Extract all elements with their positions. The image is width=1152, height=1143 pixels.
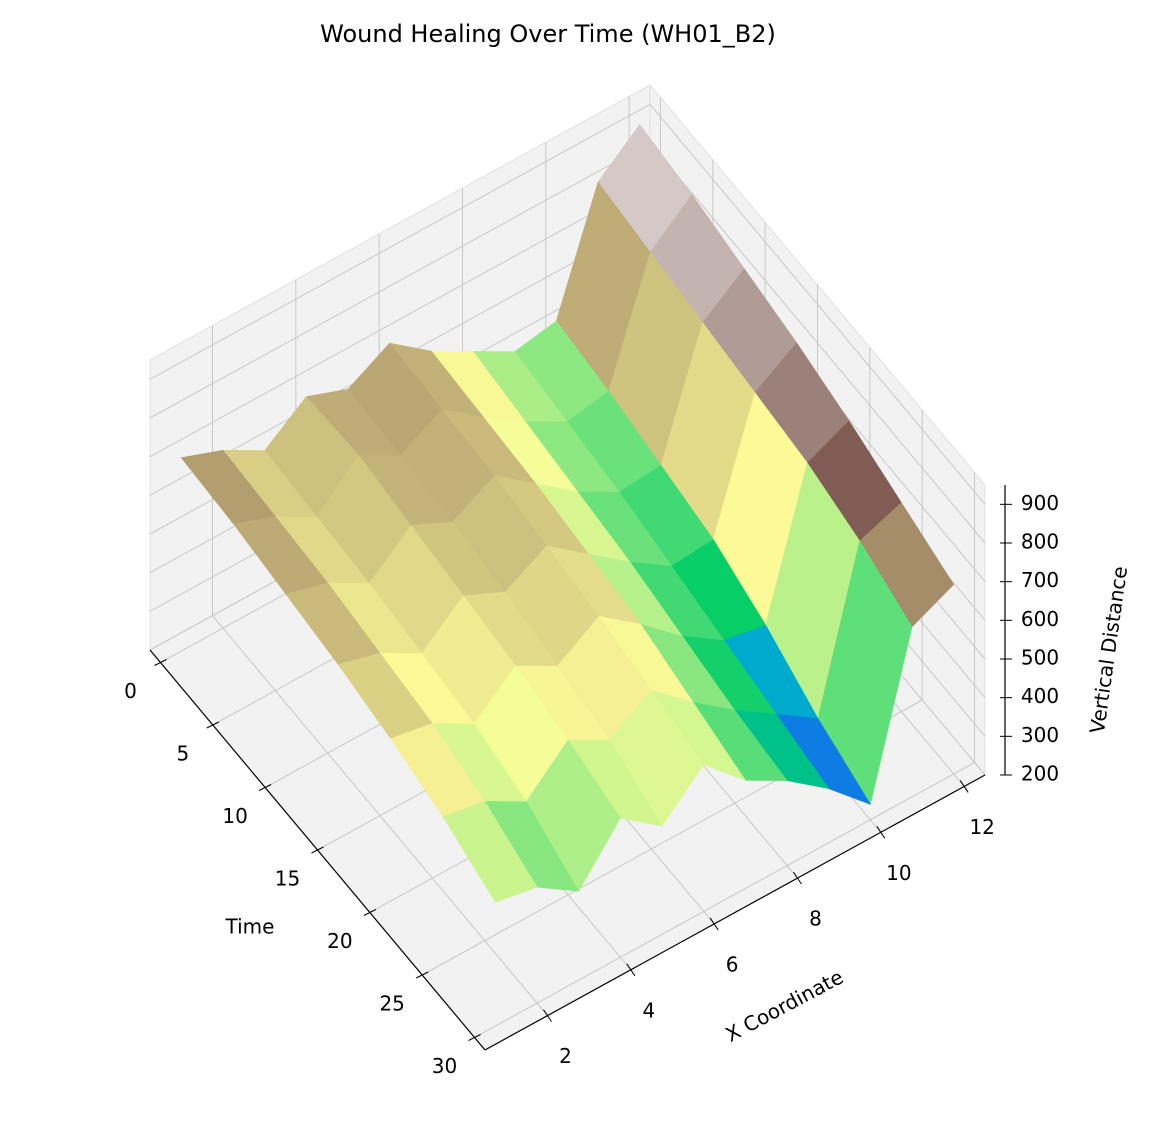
t-axis-label: Time xyxy=(225,915,275,939)
grid-line xyxy=(149,103,651,380)
grid-line xyxy=(149,142,651,419)
x-tick-label: 10 xyxy=(886,861,911,885)
t-tick-label: 15 xyxy=(275,867,300,891)
axis-line xyxy=(484,774,986,1051)
grid-line xyxy=(212,615,548,1016)
x-axis-label: X Coordinate xyxy=(721,965,847,1047)
z-tick-label: 200 xyxy=(1021,762,1059,786)
x-tick-label: 12 xyxy=(969,815,994,839)
z-tick-label: 400 xyxy=(1021,684,1059,708)
x-tick-label: 6 xyxy=(726,952,739,976)
grid-line xyxy=(149,181,651,458)
z-tick-label: 500 xyxy=(1021,646,1059,670)
z-tick-label: 700 xyxy=(1021,568,1059,592)
x-tick-label: 4 xyxy=(642,998,655,1022)
t-tick-label: 20 xyxy=(327,929,352,953)
t-tick-label: 30 xyxy=(432,1054,457,1078)
grid-line xyxy=(649,104,986,505)
x-tick-label: 8 xyxy=(809,907,822,931)
grid-line xyxy=(474,762,975,1038)
grid-line xyxy=(649,142,986,544)
z-tick-label: 300 xyxy=(1021,723,1059,747)
t-tick-label: 10 xyxy=(222,804,247,828)
z-axis-label: Vertical Distance xyxy=(1085,565,1132,735)
z-tick-label: 800 xyxy=(1021,530,1059,554)
surface-cell xyxy=(442,801,538,903)
t-tick-label: 5 xyxy=(176,742,189,766)
z-tick-label: 600 xyxy=(1021,607,1059,631)
x-tick-label: 2 xyxy=(559,1044,572,1068)
t-tick-label: 0 xyxy=(124,679,137,703)
axis-line xyxy=(149,649,486,1051)
chart-title: Wound Healing Over Time (WH01_B2) xyxy=(320,20,776,48)
z-tick-label: 900 xyxy=(1021,491,1059,515)
t-tick-label: 25 xyxy=(379,992,404,1016)
